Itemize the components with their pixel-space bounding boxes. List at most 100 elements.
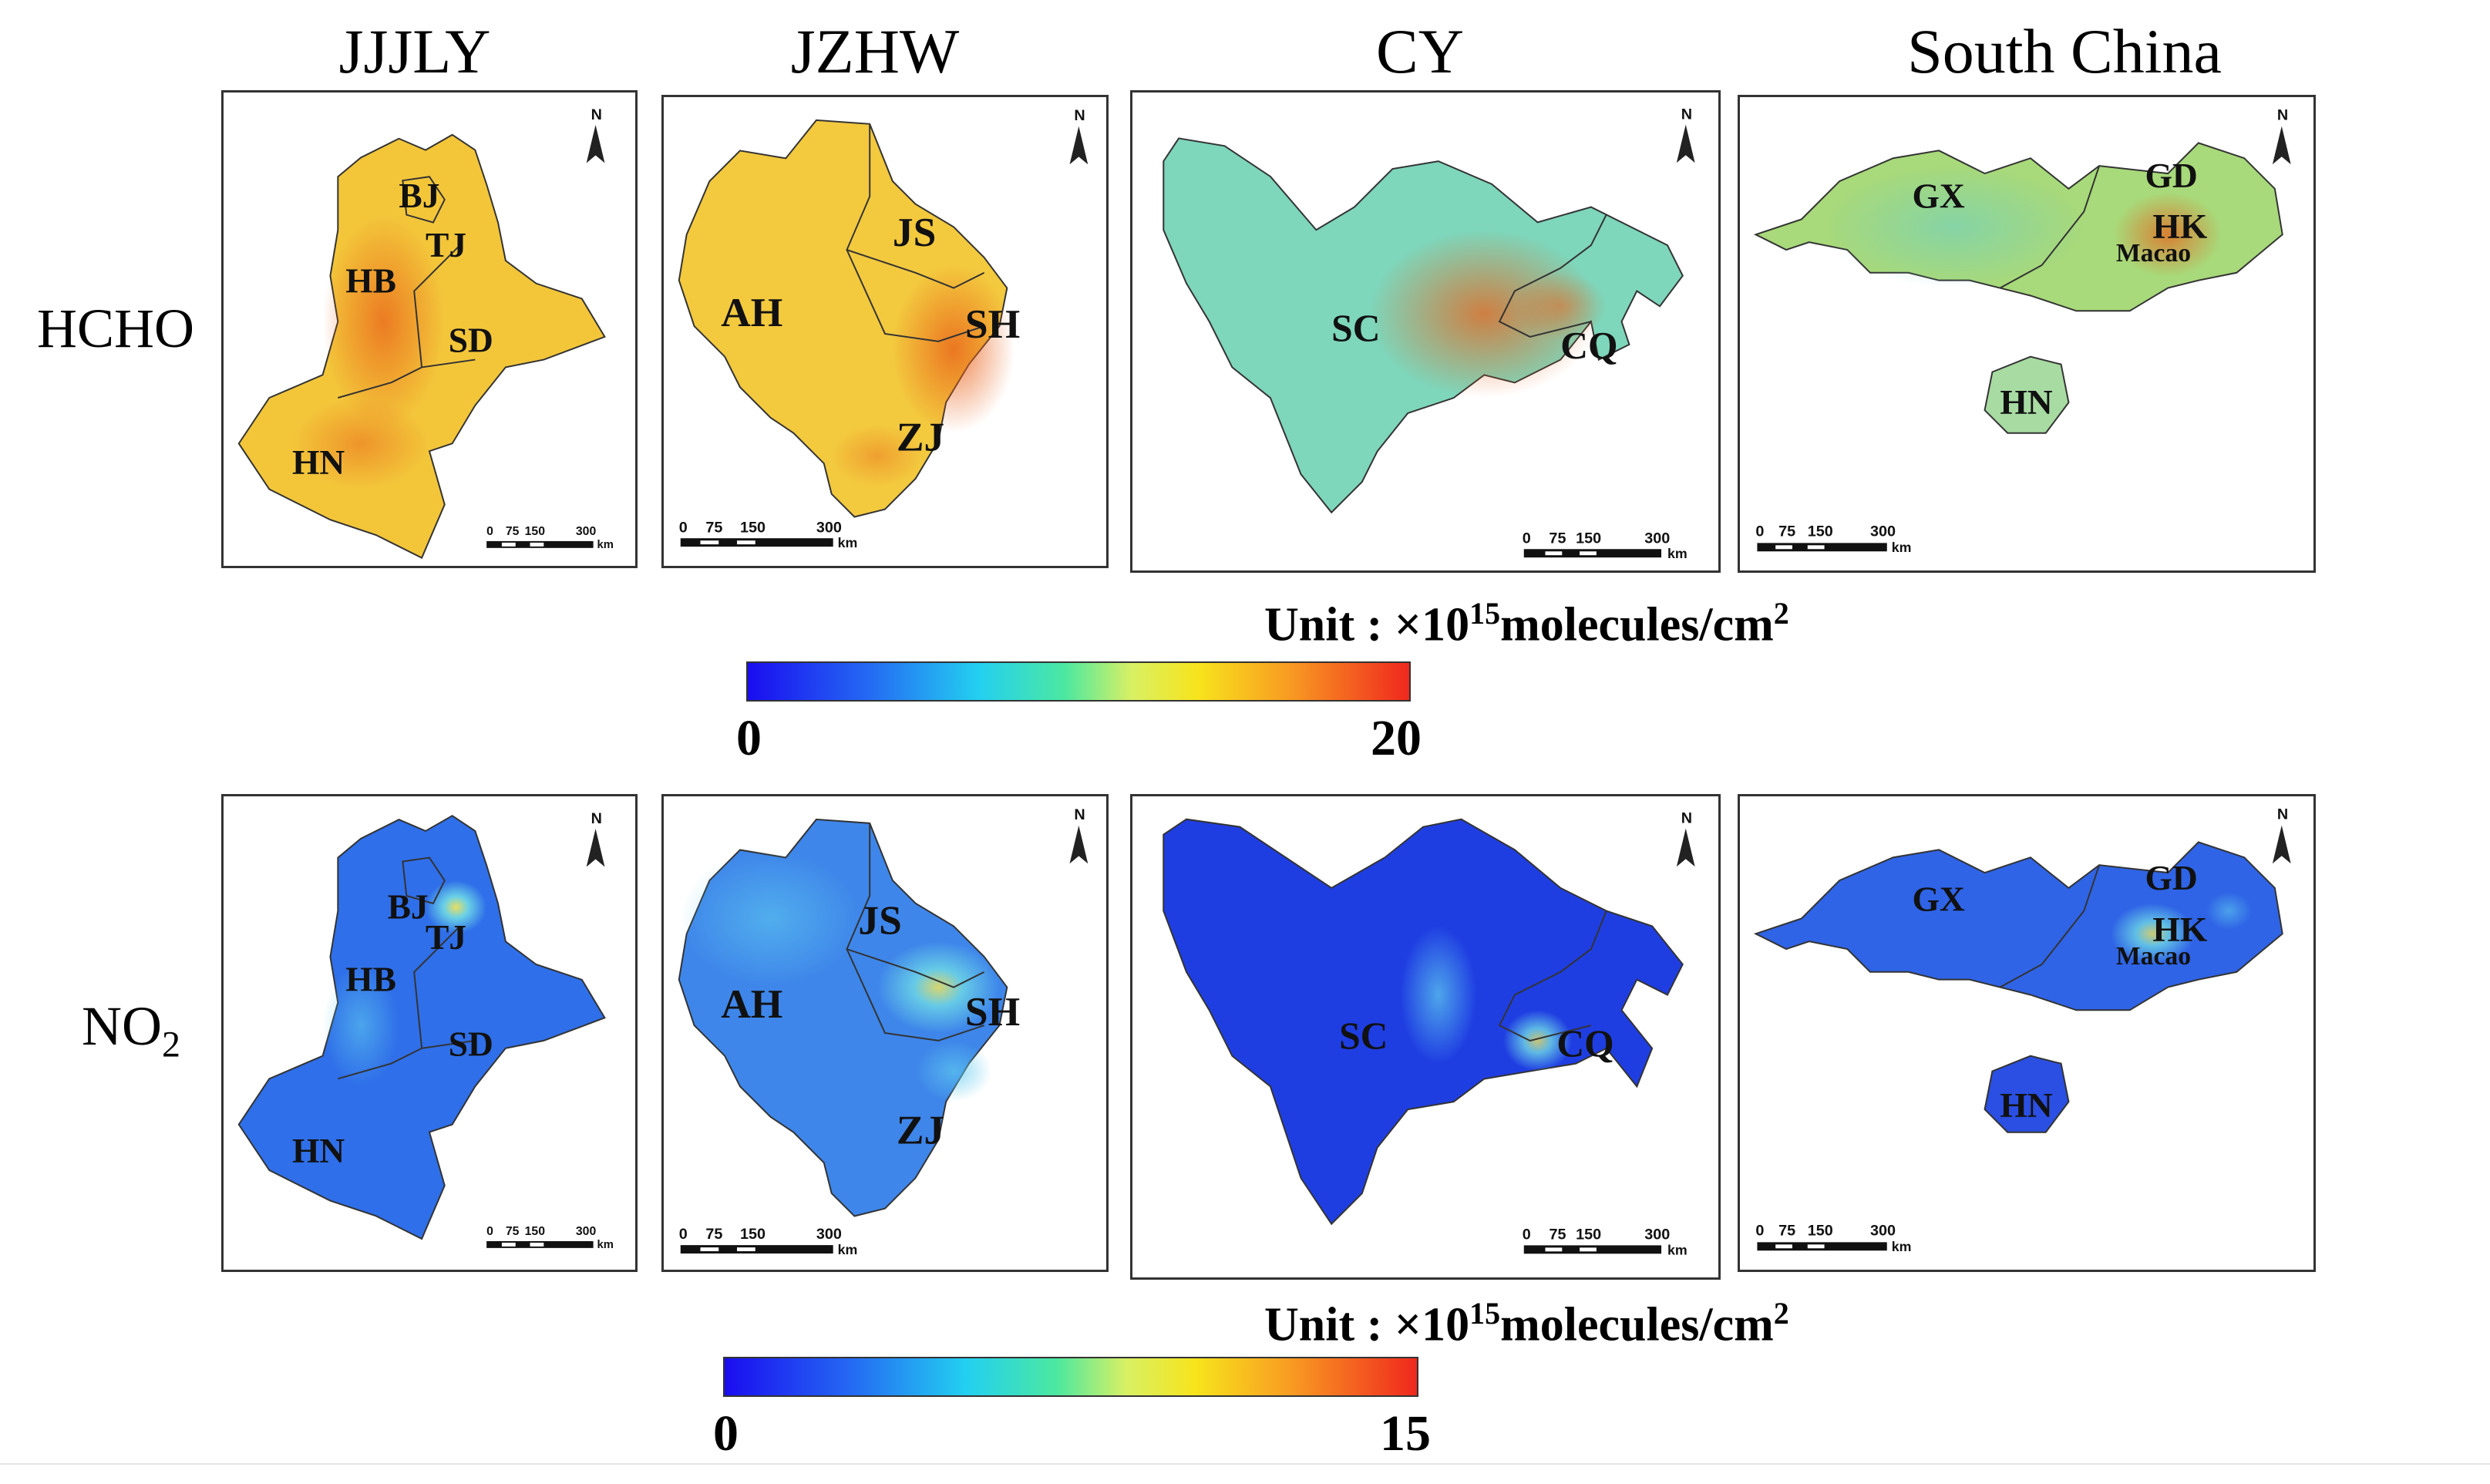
column-title-south-china: South China xyxy=(1907,16,2222,86)
province-label-hn-south: HN xyxy=(2000,382,2052,422)
svg-text:km: km xyxy=(1892,1239,1912,1254)
map-panel-hcho-jzhw: JS AH SH ZJ N 0 75 150 300 km xyxy=(661,95,1109,568)
svg-text:N: N xyxy=(591,106,602,123)
scale-bar: 0 75 150 300 km xyxy=(679,1226,858,1257)
colorbar-no2-max: 15 xyxy=(1380,1405,1431,1462)
province-label-zj-no2: ZJ xyxy=(897,1107,944,1153)
province-label-sh: SH xyxy=(965,301,1020,347)
svg-text:300: 300 xyxy=(576,1225,597,1238)
row-label-hcho: HCHO xyxy=(37,298,195,359)
column-title-jjjly: JJJLY xyxy=(338,16,491,86)
map-panel-hcho-south-china: GX GD HK Macao HN N 0 75 150 300 km xyxy=(1738,95,2316,573)
svg-text:300: 300 xyxy=(1870,1222,1896,1239)
svg-text:km: km xyxy=(838,535,858,550)
svg-text:0: 0 xyxy=(679,519,688,536)
svg-text:km: km xyxy=(1667,546,1687,561)
svg-text:150: 150 xyxy=(525,525,546,538)
province-label-gd: GD xyxy=(2145,156,2198,195)
svg-text:75: 75 xyxy=(705,519,722,536)
province-label-js: JS xyxy=(893,209,936,255)
north-arrow-icon: N xyxy=(2272,107,2291,165)
north-arrow-icon: N xyxy=(1069,806,1089,864)
province-label-hn-no2: HN xyxy=(292,1131,345,1170)
province-label-hk-no2: HK xyxy=(2152,910,2207,949)
svg-text:75: 75 xyxy=(1549,530,1566,547)
province-label-hk: HK xyxy=(2152,207,2207,246)
svg-text:km: km xyxy=(597,539,614,551)
scale-bar: 0 75 150 300 km xyxy=(486,1225,614,1251)
svg-text:75: 75 xyxy=(506,1225,520,1238)
colorbar-hcho-min: 0 xyxy=(736,710,762,766)
svg-text:75: 75 xyxy=(1778,1222,1795,1239)
map-panel-no2-cy: SC CQ N 0 75 150 300 km xyxy=(1130,794,1721,1280)
province-label-sh-no2: SH xyxy=(965,988,1020,1035)
map-panel-hcho-cy: SC CQ N 0 75 150 300 km xyxy=(1130,90,1721,573)
svg-text:150: 150 xyxy=(740,1226,766,1243)
north-arrow-icon: N xyxy=(1069,107,1089,165)
row-label-no2-main: NO xyxy=(82,995,162,1057)
north-arrow-icon: N xyxy=(586,106,605,163)
svg-text:0: 0 xyxy=(486,1225,493,1238)
province-label-macao-no2: Macao xyxy=(2116,942,2191,971)
svg-text:N: N xyxy=(1074,107,1085,124)
svg-text:300: 300 xyxy=(816,1226,842,1243)
svg-text:150: 150 xyxy=(1808,1222,1833,1239)
colorbar-unit-no2: Unit : ×1015molecules/cm2 xyxy=(1264,1296,1789,1351)
svg-text:150: 150 xyxy=(1576,1226,1601,1243)
svg-text:0: 0 xyxy=(1755,523,1764,540)
colorbar-unit-hcho: Unit : ×1015molecules/cm2 xyxy=(1264,596,1789,651)
province-label-sd-no2: SD xyxy=(449,1025,493,1064)
map-panel-hcho-jjjly: BJ TJ HB SD HN N 0 75 150 300 km xyxy=(221,90,638,568)
svg-text:0: 0 xyxy=(679,1226,688,1243)
svg-text:300: 300 xyxy=(1644,530,1670,547)
column-title-cy: CY xyxy=(1376,16,1464,86)
province-label-macao: Macao xyxy=(2116,239,2191,268)
province-label-sc-no2: SC xyxy=(1339,1015,1388,1057)
svg-text:N: N xyxy=(1681,106,1692,123)
svg-text:0: 0 xyxy=(1523,1226,1531,1243)
svg-text:300: 300 xyxy=(1870,523,1896,540)
province-label-gd-no2: GD xyxy=(2145,858,2198,897)
svg-text:150: 150 xyxy=(740,519,766,536)
map-panel-no2-south-china: GX GD HK Macao HN N 0 75 150 300 km xyxy=(1738,794,2316,1272)
province-label-cq-no2: CQ xyxy=(1556,1022,1613,1065)
province-label-js-no2: JS xyxy=(858,897,901,943)
svg-text:N: N xyxy=(591,810,602,827)
svg-text:km: km xyxy=(1892,540,1912,555)
province-label-cq: CQ xyxy=(1560,325,1617,367)
province-label-tj: TJ xyxy=(426,225,466,264)
region-shape xyxy=(1753,841,2283,1011)
province-label-ah-no2: AH xyxy=(721,981,782,1027)
svg-text:300: 300 xyxy=(816,519,842,536)
colorbar-hcho xyxy=(746,661,1411,702)
svg-text:0: 0 xyxy=(1523,530,1531,547)
row-label-no2-sub: 2 xyxy=(162,1024,180,1065)
svg-text:75: 75 xyxy=(1549,1226,1566,1243)
north-arrow-icon: N xyxy=(2272,806,2291,864)
svg-text:N: N xyxy=(1681,810,1692,827)
svg-text:75: 75 xyxy=(1778,523,1795,540)
north-arrow-icon: N xyxy=(1676,810,1695,867)
svg-text:300: 300 xyxy=(576,525,597,538)
province-label-gx: GX xyxy=(1912,177,1964,216)
svg-text:km: km xyxy=(838,1242,858,1257)
scale-bar: 0 75 150 300 km xyxy=(679,519,858,550)
province-label-gx-no2: GX xyxy=(1912,880,1964,919)
colorbar-no2 xyxy=(723,1357,1418,1397)
svg-text:0: 0 xyxy=(1755,1222,1764,1239)
province-label-sd: SD xyxy=(449,321,493,360)
scale-bar: 0 75 150 300 km xyxy=(1523,1226,1687,1257)
svg-text:150: 150 xyxy=(1576,530,1601,547)
scale-bar: 0 75 150 300 km xyxy=(486,525,614,551)
scale-bar: 0 75 150 300 km xyxy=(1523,530,1687,561)
svg-text:N: N xyxy=(2277,806,2288,823)
scale-bar: 0 75 150 300 km xyxy=(1755,523,1911,555)
svg-text:N: N xyxy=(2277,107,2288,124)
colorbar-hcho-max: 20 xyxy=(1371,710,1422,766)
province-label-hn: HN xyxy=(292,443,345,482)
scale-bar: 0 75 150 300 km xyxy=(1755,1222,1911,1254)
province-label-zj: ZJ xyxy=(897,413,944,459)
north-arrow-icon: N xyxy=(1676,106,1695,163)
svg-text:75: 75 xyxy=(506,525,520,538)
province-label-hb-no2: HB xyxy=(345,960,396,999)
